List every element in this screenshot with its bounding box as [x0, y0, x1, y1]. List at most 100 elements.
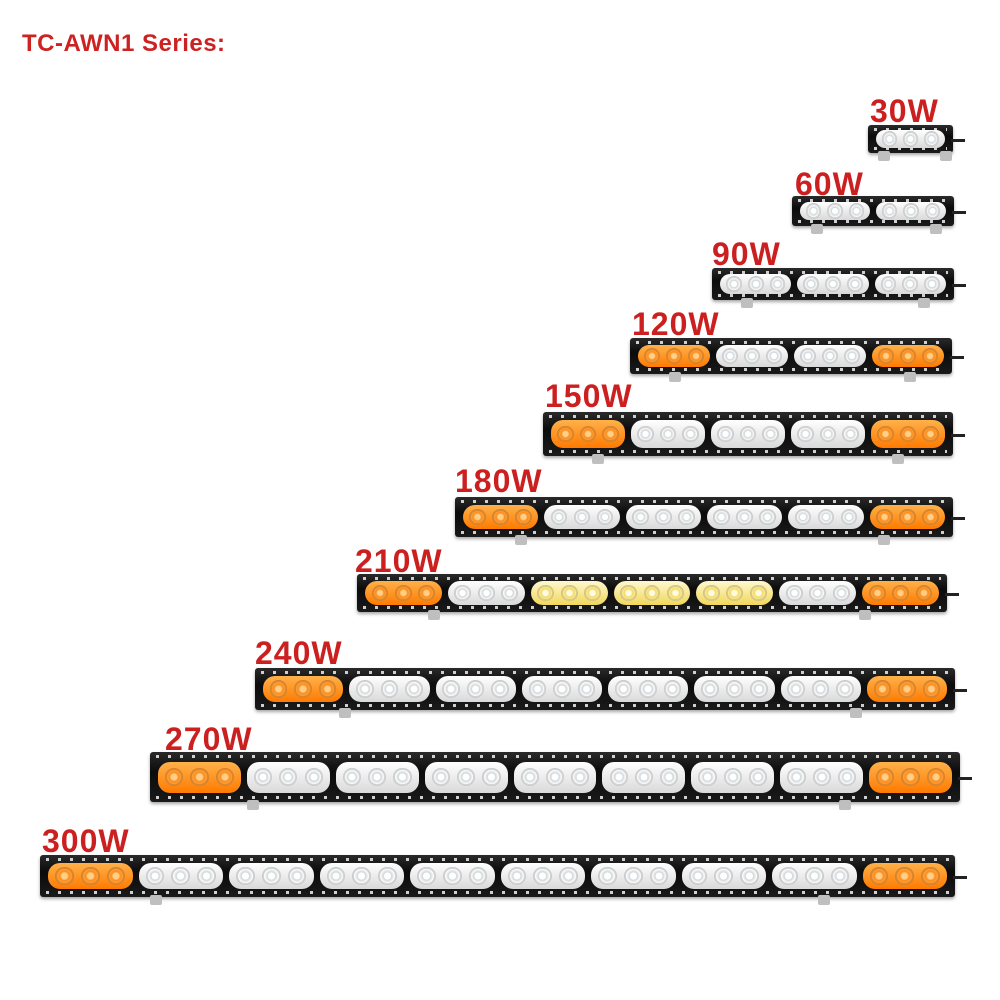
- screw-rail: [156, 755, 954, 758]
- led-lens: [637, 425, 654, 443]
- led-lens: [378, 866, 397, 886]
- led-lens: [528, 680, 547, 698]
- led-lens: [236, 866, 255, 886]
- white-led-cluster: [500, 862, 585, 890]
- led-lens: [442, 680, 460, 698]
- led-lens: [812, 767, 831, 787]
- led-lens: [702, 584, 720, 602]
- led-lens: [394, 584, 412, 602]
- led-lens: [171, 866, 191, 886]
- white-led-cluster: [691, 761, 775, 793]
- led-lens: [899, 508, 916, 526]
- led-lens: [701, 680, 719, 698]
- white-led-cluster: [513, 761, 597, 793]
- white-led-cluster: [694, 675, 775, 703]
- led-lens: [596, 508, 614, 526]
- led-lens: [688, 348, 704, 364]
- led-light-bar: [40, 855, 967, 905]
- led-lens: [825, 276, 841, 292]
- led-lens: [899, 425, 917, 443]
- screw-rail: [363, 577, 941, 580]
- led-lens: [663, 680, 682, 698]
- mounting-bracket: [515, 535, 527, 545]
- white-led-cluster: [800, 201, 870, 221]
- led-lens: [722, 348, 738, 364]
- led-lens: [868, 584, 886, 602]
- led-lens: [279, 767, 298, 787]
- series-title: TC-AWN1 Series:: [22, 30, 226, 57]
- led-lens: [921, 508, 939, 526]
- white-led-cluster: [349, 675, 430, 703]
- led-lens: [417, 866, 436, 886]
- white-led-cluster: [874, 274, 946, 294]
- white-led-cluster: [876, 201, 946, 221]
- led-lens: [881, 131, 898, 147]
- led-lens: [836, 680, 854, 698]
- screw-rail: [549, 415, 947, 418]
- led-lens: [584, 584, 602, 602]
- screw-rail: [874, 147, 947, 150]
- led-lens: [261, 866, 281, 886]
- led-lens: [368, 767, 387, 787]
- led-lens: [747, 276, 764, 292]
- mounting-bracket: [904, 372, 916, 382]
- led-lens: [898, 680, 916, 698]
- white-led-cluster: [625, 504, 701, 530]
- led-light-bar: [630, 338, 964, 382]
- led-lens: [269, 680, 288, 698]
- amber-led-cluster: [365, 581, 442, 605]
- white-led-cluster: [720, 274, 792, 294]
- white-led-cluster: [138, 862, 223, 890]
- led-light-bar: [712, 268, 966, 308]
- screw-rail: [46, 891, 949, 894]
- led-lens: [405, 680, 423, 698]
- white-led-cluster: [521, 675, 602, 703]
- led-lens: [739, 425, 757, 443]
- led-lens: [515, 508, 532, 526]
- led-lens: [545, 767, 565, 787]
- white-led-cluster: [780, 761, 864, 793]
- led-lens: [837, 767, 857, 787]
- led-lens: [287, 866, 307, 886]
- led-lens: [817, 508, 835, 526]
- led-light-bar: [543, 412, 965, 464]
- led-lens: [356, 680, 374, 698]
- white-led-cluster: [779, 581, 857, 605]
- led-lens: [520, 767, 539, 787]
- white-led-cluster: [608, 675, 689, 703]
- led-lens: [550, 508, 568, 526]
- led-lens: [740, 866, 759, 886]
- led-lens: [902, 276, 919, 292]
- mounting-bracket: [878, 535, 890, 545]
- screw-rail: [718, 294, 948, 297]
- led-lens: [787, 767, 806, 787]
- led-lens: [507, 866, 527, 886]
- led-lens: [431, 767, 450, 787]
- mounting-bracket: [339, 708, 351, 718]
- led-lens: [294, 680, 312, 698]
- led-lens: [840, 508, 858, 526]
- led-light-bar: [150, 752, 972, 810]
- led-lens: [501, 584, 519, 602]
- mounting-bracket: [839, 800, 851, 810]
- led-lens: [744, 348, 760, 364]
- white-led-cluster: [447, 581, 525, 605]
- led-lens: [878, 348, 894, 364]
- mounting-bracket: [892, 454, 904, 464]
- led-lens: [644, 348, 660, 364]
- amber-led-cluster: [158, 761, 241, 793]
- white-led-cluster: [424, 761, 508, 793]
- led-lens: [714, 866, 734, 886]
- led-lens: [80, 866, 100, 886]
- mounting-bracket: [930, 224, 942, 234]
- led-lens: [848, 203, 865, 219]
- led-lens: [923, 131, 940, 147]
- screw-rail: [718, 271, 948, 274]
- screw-rail: [636, 368, 946, 371]
- led-lens: [666, 584, 684, 602]
- led-lens: [926, 767, 945, 787]
- led-lens: [725, 680, 744, 698]
- led-lens: [579, 425, 597, 443]
- yellow-led-cluster: [530, 581, 608, 605]
- led-lens: [881, 203, 898, 219]
